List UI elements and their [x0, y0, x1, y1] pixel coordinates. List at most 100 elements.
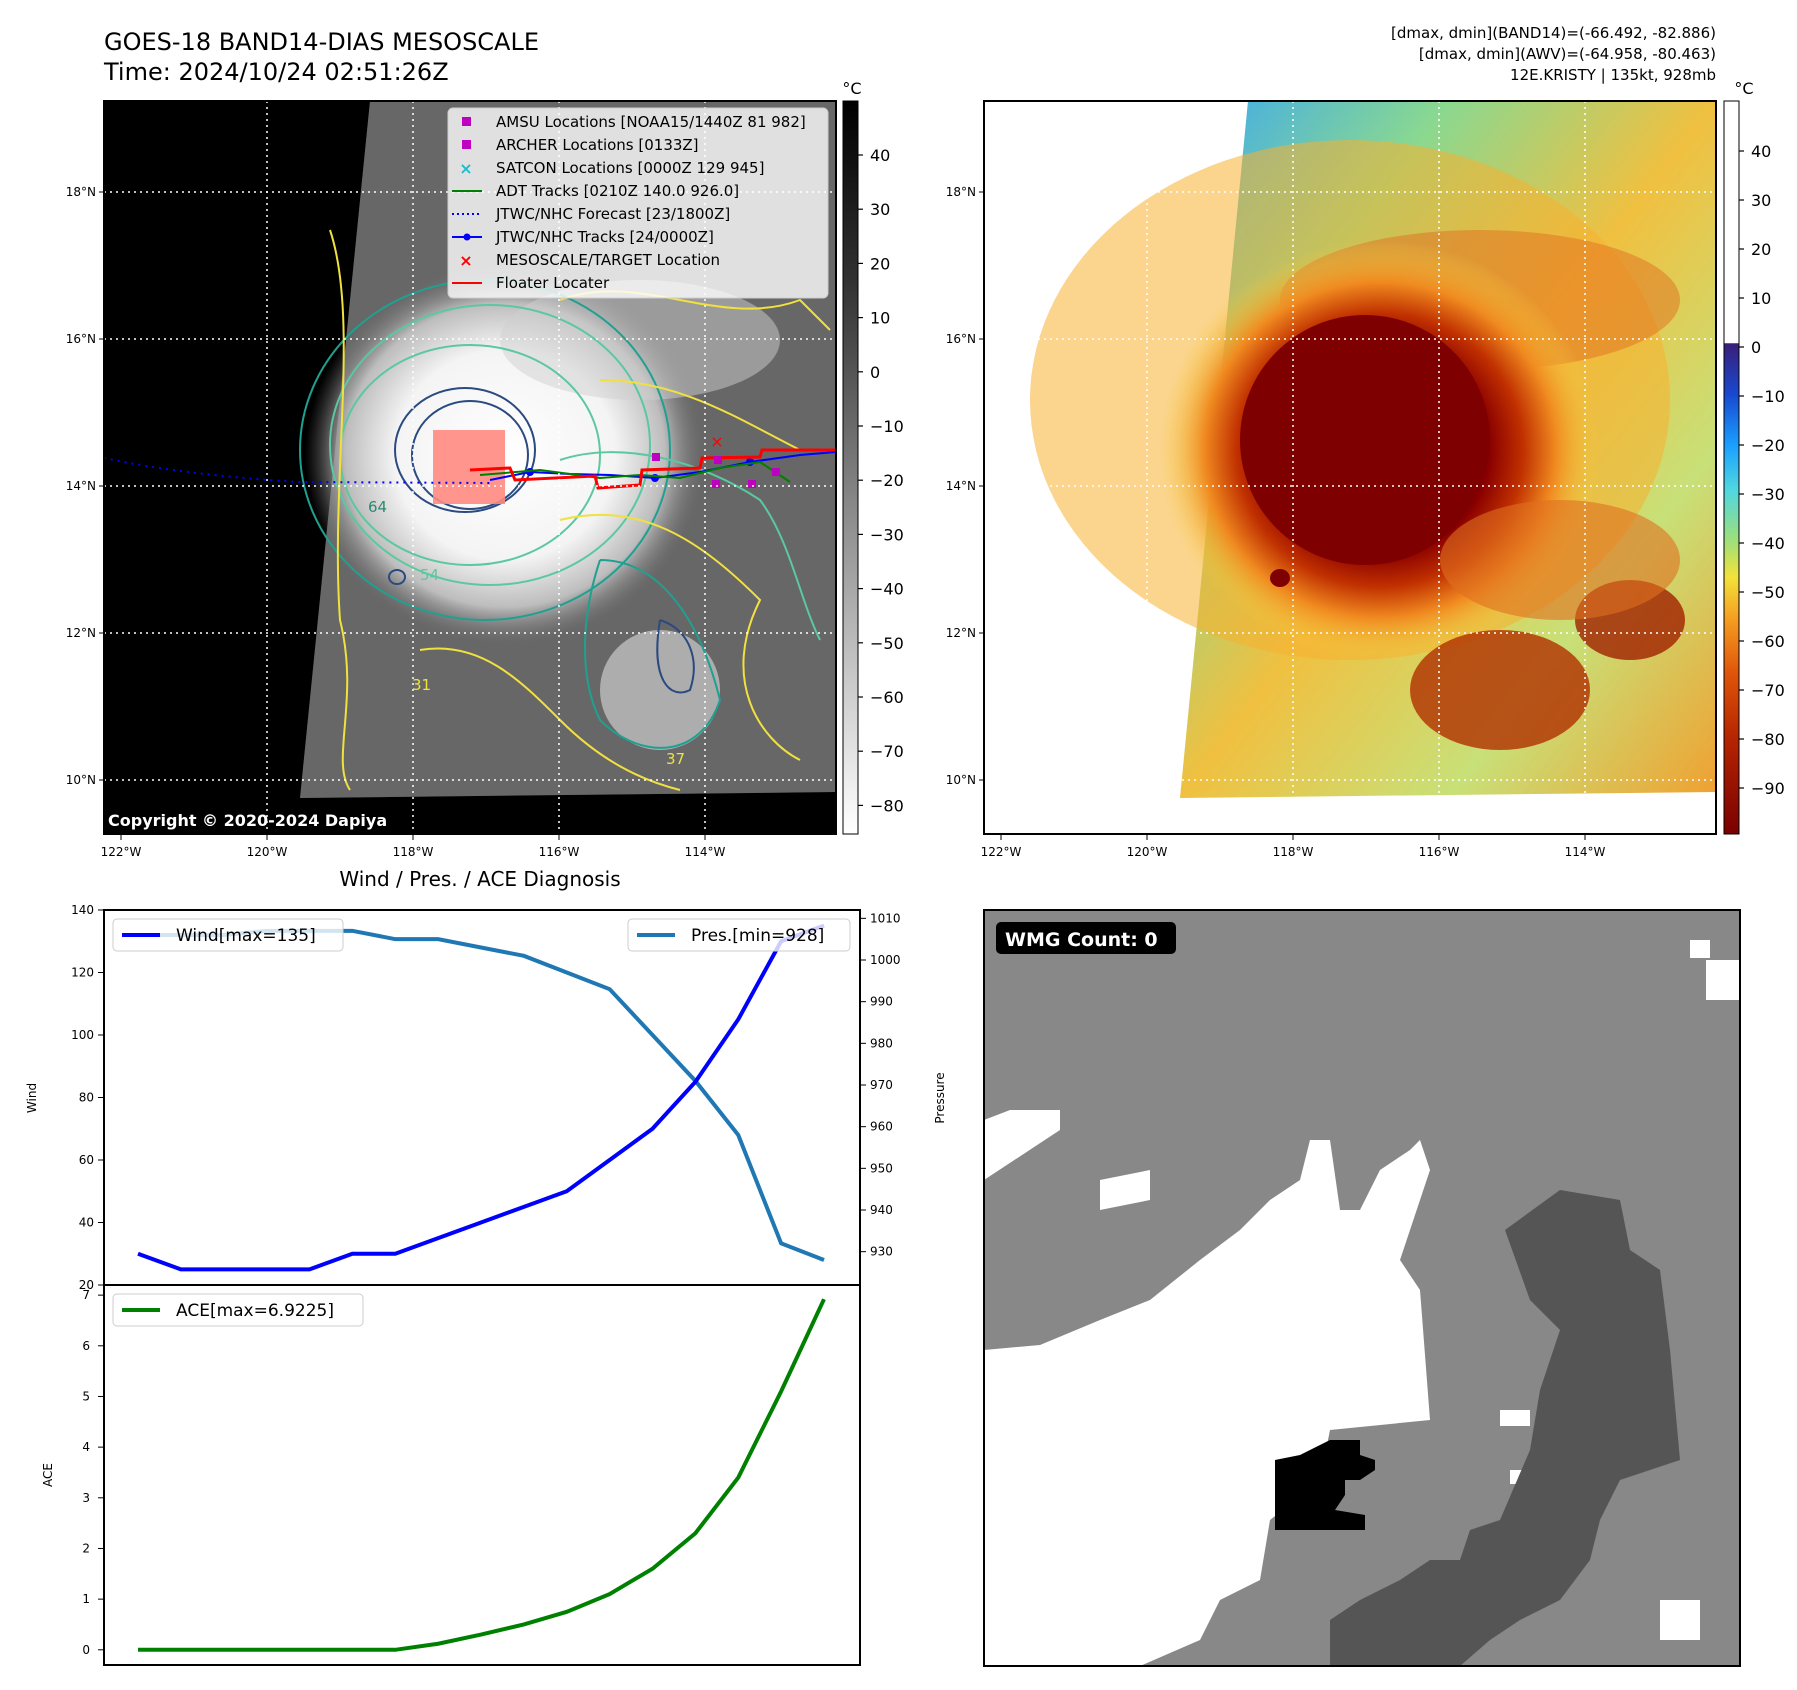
lat-label: 16°N: [946, 332, 976, 346]
colorbar-tick: 40: [870, 146, 890, 165]
colorbar-tick: −20: [870, 471, 904, 490]
lon-label: 120°W: [1127, 845, 1168, 859]
lon-label: 114°W: [1565, 845, 1606, 859]
ace-legend: ACE[max=6.9225]: [112, 1293, 364, 1327]
wind-tick-label: 40: [79, 1216, 94, 1230]
lat-label: 18°N: [946, 185, 976, 199]
colorbar-tick: −60: [1751, 632, 1785, 651]
pressure-legend: Pres.[min=928]: [627, 918, 851, 952]
legend-label: SATCON Locations [0000Z 129 945]: [496, 159, 764, 177]
wind-pressure-chart: 20 40 60 80 100 120 140 930 940 950 960 970 980 990 10…: [25, 903, 947, 1292]
diagnosis-title: Wind / Pres. / ACE Diagnosis: [339, 867, 620, 891]
colorbar-tick: −20: [1751, 436, 1785, 455]
legend-label: AMSU Locations [NOAA15/1440Z 81 982]: [496, 113, 806, 131]
colorbar-tick: −10: [870, 417, 904, 436]
colorbar-tick: −30: [870, 525, 904, 544]
legend-entry: Floater Locater: [452, 274, 610, 292]
lon-label: 122°W: [101, 845, 142, 859]
jtwc-forecast-track: [104, 457, 491, 484]
contour-label: 31: [412, 676, 431, 694]
colorbar-tick: 30: [1751, 191, 1771, 210]
legend-label: MESOSCALE/TARGET Location: [496, 251, 720, 269]
pressure-tick-label: 990: [870, 995, 893, 1009]
wmg-panel: [984, 910, 1740, 1666]
adt-track: [479, 460, 791, 483]
map-legend: AMSU Locations [NOAA15/1440Z 81 982] ARCH…: [447, 107, 829, 299]
storm-info: 12E.KRISTY | 135kt, 928mb: [1510, 66, 1716, 84]
legend-label: JTWC/NHC Forecast [23/1800Z]: [495, 205, 730, 223]
contour-label: 37: [666, 750, 685, 768]
legend-entry: ADT Tracks [0210Z 140.0 926.0]: [452, 182, 739, 200]
colorbar-tick: −50: [870, 634, 904, 653]
colorbar-tick: 0: [870, 363, 880, 382]
pressure-axis-label: Pressure: [933, 1072, 947, 1123]
pressure-tick-label: 1010: [870, 911, 901, 925]
gray-colorbar: °C 40 30 20 10 0 −10 −20 −30 −40 −50 −60 −70 −80: [842, 79, 904, 835]
color-colorbar: °C 40 30 20 10 0 −10 −20 −30 −40 −50 −60 −70 −80 −90: [1723, 79, 1785, 835]
ace-tick-label: 2: [82, 1541, 90, 1555]
colorbar-unit: °C: [842, 79, 861, 98]
ace-tick-label: 5: [82, 1389, 90, 1403]
colorbar-tick: 30: [870, 200, 890, 219]
pressure-tick-label: 980: [870, 1036, 893, 1050]
color-map-gridlines: [984, 101, 1716, 834]
ace-tick-label: 3: [82, 1491, 90, 1505]
ace-tick-label: 0: [82, 1643, 90, 1657]
lon-label: 118°W: [393, 845, 434, 859]
colorbar-tick: −80: [1751, 730, 1785, 749]
lat-label: 16°N: [66, 332, 96, 346]
ace-tick-label: 7: [82, 1288, 90, 1302]
lon-label: 120°W: [247, 845, 288, 859]
ace-tick-label: 4: [82, 1440, 90, 1454]
lat-label: 18°N: [66, 185, 96, 199]
lon-label: 116°W: [1419, 845, 1460, 859]
legend-label: ARCHER Locations [0133Z]: [496, 136, 699, 154]
colorbar-tick: 40: [1751, 142, 1771, 161]
copyright-text: Copyright © 2020-2024 Dapiya: [108, 811, 387, 830]
lat-label: 14°N: [946, 479, 976, 493]
colorbar-tick: 10: [870, 309, 890, 328]
figure-title: GOES-18 BAND14-DIAS MESOSCALE: [104, 28, 539, 56]
pressure-tick-label: 970: [870, 1078, 893, 1092]
legend-entry: JTWC/NHC Tracks [24/0000Z]: [452, 228, 714, 246]
dmax-awv: [dmax, dmin](AWV)=(-64.958, -80.463): [1419, 45, 1716, 63]
legend-square-marker: [462, 117, 471, 126]
lon-label: 118°W: [1273, 845, 1314, 859]
pressure-tick-label: 940: [870, 1203, 893, 1217]
dmax-band14: [dmax, dmin](BAND14)=(-66.492, -82.886): [1391, 24, 1716, 42]
ace-tick-label: 6: [82, 1339, 90, 1353]
colorbar-tick: −40: [870, 580, 904, 599]
lon-label: 122°W: [981, 845, 1022, 859]
mesoscale-target-marker: ×: [710, 432, 723, 451]
colorbar-tick: −10: [1751, 387, 1785, 406]
lat-label: 12°N: [66, 626, 96, 640]
wind-legend-label: Wind[max=135]: [176, 926, 316, 946]
ace-tick-label: 1: [82, 1592, 90, 1606]
legend-label: ADT Tracks [0210Z 140.0 926.0]: [496, 182, 739, 200]
lat-label: 14°N: [66, 479, 96, 493]
wind-tick-label: 120: [71, 966, 94, 980]
ace-series-line: [138, 1298, 826, 1652]
legend-dot-marker: [463, 233, 471, 241]
legend-square-marker: [462, 140, 471, 149]
floater-locater: [469, 448, 836, 490]
legend-label: Floater Locater: [496, 274, 610, 292]
pressure-legend-label: Pres.[min=928]: [691, 926, 824, 946]
wmg-count-badge: [996, 922, 1176, 954]
wind-tick-label: 100: [71, 1028, 94, 1042]
colorbar-tick: −40: [1751, 534, 1785, 553]
contour-label: 54: [420, 566, 439, 584]
lat-label: 10°N: [66, 773, 96, 787]
wind-tick-label: 60: [79, 1153, 94, 1167]
wind-legend: Wind[max=135]: [112, 918, 344, 952]
colorbar-tick: −90: [1751, 779, 1785, 798]
colorbar-tick: 20: [1751, 240, 1771, 259]
lon-label: 114°W: [685, 845, 726, 859]
legend-entry: JTWC/NHC Forecast [23/1800Z]: [452, 205, 730, 223]
wmg-count-label: WMG Count: 0: [1005, 929, 1158, 951]
figure-time: Time: 2024/10/24 02:51:26Z: [103, 58, 449, 86]
pressure-tick-label: 960: [870, 1120, 893, 1134]
colorbar-tick: −60: [870, 688, 904, 707]
colorbar-unit: °C: [1734, 79, 1753, 98]
legend-entry: × SATCON Locations [0000Z 129 945]: [459, 159, 764, 178]
